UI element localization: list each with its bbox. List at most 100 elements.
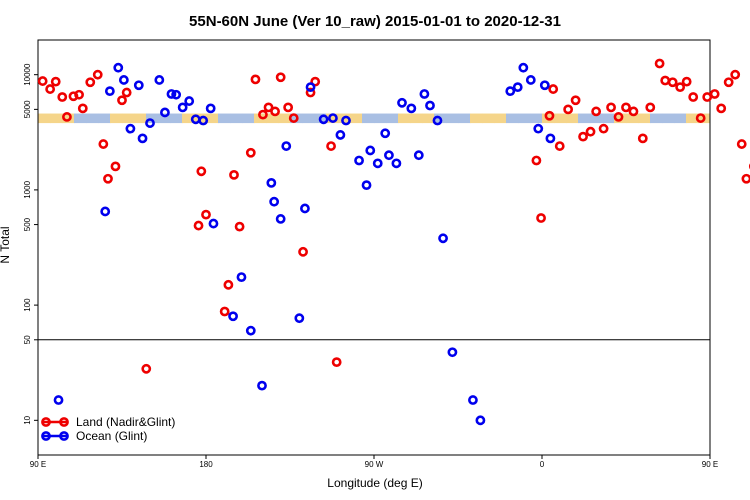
land-point	[258, 109, 268, 120]
ocean-point	[145, 118, 155, 128]
ocean-point	[294, 313, 305, 324]
land-point	[45, 84, 56, 94]
land-point	[331, 357, 342, 368]
band-segment-ocean	[170, 113, 183, 124]
land-point	[554, 141, 565, 151]
coverage-band	[38, 113, 711, 124]
land-point	[548, 84, 559, 94]
band-segment-land	[398, 113, 411, 124]
band-segment-land	[278, 113, 291, 124]
band-segment-ocean	[230, 113, 243, 124]
legend-label-land: Land (Nadir&Glint)	[76, 415, 175, 429]
ocean-point	[205, 103, 216, 114]
land-point	[298, 246, 308, 257]
ocean-point	[184, 96, 195, 106]
land-point	[606, 102, 616, 113]
ocean-point	[118, 75, 129, 85]
land-point	[201, 209, 211, 220]
ocean-point	[391, 158, 402, 169]
ocean-point	[539, 80, 550, 91]
land-point	[709, 89, 720, 99]
ocean-point	[447, 347, 458, 358]
ocean-point	[177, 102, 188, 113]
band-segment-land	[326, 113, 339, 124]
ocean-point	[438, 233, 448, 244]
band-segment-ocean	[446, 113, 459, 124]
land-point	[716, 103, 727, 114]
band-segment-land	[110, 113, 123, 124]
land-point	[305, 87, 316, 98]
y-tick-label: 500	[23, 217, 32, 231]
legend-marker-ocean	[59, 431, 69, 441]
ocean-point	[372, 158, 383, 169]
ocean-point	[100, 206, 111, 217]
land-point	[229, 169, 239, 180]
land-point	[141, 363, 152, 374]
y-axis-label: N Total	[0, 226, 12, 263]
chart-title: 55N-60N June (Ver 10_raw) 2015-01-01 to …	[189, 13, 561, 30]
land-point	[741, 173, 750, 184]
land-point	[736, 139, 747, 149]
legend-marker-land	[59, 417, 69, 427]
ocean-point	[257, 380, 267, 391]
land-point	[117, 95, 127, 106]
band-segment-land	[494, 113, 507, 124]
land-point	[270, 106, 280, 117]
band-segment-land	[482, 113, 495, 124]
land-point	[219, 306, 230, 317]
band-segment-land	[62, 113, 75, 124]
ocean-point	[275, 214, 286, 224]
band-segment-ocean	[662, 113, 675, 124]
ocean-point	[281, 141, 292, 151]
land-point	[275, 72, 286, 83]
band-segment-land	[50, 113, 63, 124]
land-point	[234, 221, 245, 232]
x-axis-ticks: 90 E 180 90 W 0 90 E	[30, 455, 718, 469]
land-point	[121, 87, 132, 98]
land-point	[326, 141, 336, 151]
land-point	[536, 213, 546, 223]
ocean-point	[361, 180, 372, 191]
land-point	[578, 131, 588, 142]
land-point	[613, 112, 624, 122]
land-point	[85, 77, 96, 88]
land-point	[74, 89, 84, 100]
land-point	[563, 104, 574, 115]
ocean-point	[432, 115, 443, 126]
land-point	[62, 112, 72, 122]
land-point	[288, 113, 299, 123]
ocean-point	[198, 115, 209, 126]
ocean-point	[305, 82, 316, 93]
ocean-point	[245, 325, 256, 336]
band-segment-ocean	[374, 113, 387, 124]
ocean-point	[365, 145, 376, 156]
land-point	[37, 76, 48, 86]
land-point	[196, 166, 207, 177]
band-segment-land	[182, 113, 195, 124]
band-segment-ocean	[242, 113, 255, 124]
band-segment-land	[686, 113, 699, 124]
band-segment-ocean	[518, 113, 531, 124]
ocean-point	[525, 75, 536, 85]
ocean-point	[236, 272, 247, 283]
land-point	[193, 220, 204, 231]
land-point	[310, 76, 321, 87]
ocean-point	[354, 155, 364, 166]
band-segment-land	[470, 113, 483, 124]
data-points	[37, 58, 750, 426]
band-segment-ocean	[302, 113, 315, 124]
land-point	[245, 147, 256, 158]
ocean-point	[397, 97, 407, 108]
band-segment-ocean	[86, 113, 99, 124]
legend-marker-ocean	[41, 431, 51, 441]
land-point	[637, 133, 648, 144]
y-axis-ticks: 10 50 100 500 1000 5000 10000	[23, 63, 38, 425]
band-segment-ocean	[602, 113, 615, 124]
land-point	[263, 102, 274, 113]
land-point	[585, 126, 596, 137]
y-tick-label: 50	[23, 335, 32, 344]
band-segment-land	[626, 113, 639, 124]
ocean-point	[154, 75, 165, 85]
band-segment-ocean	[146, 113, 159, 124]
band-segment-land	[266, 113, 279, 124]
